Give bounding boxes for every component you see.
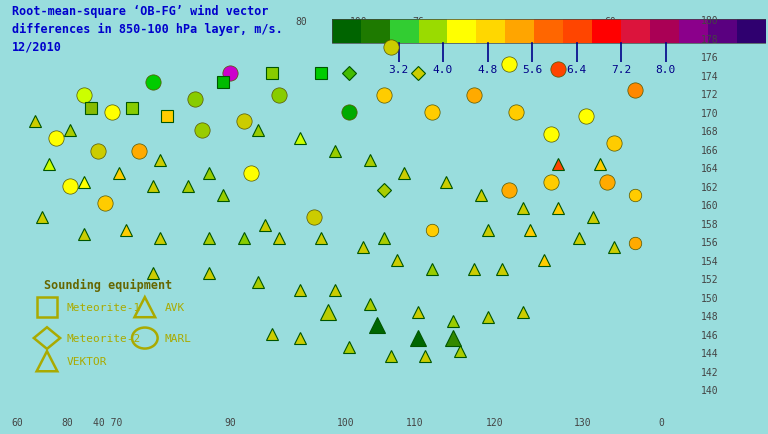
Text: 140: 140 [701,385,719,395]
Text: 6.4: 6.4 [567,65,587,75]
Text: Meteorite-1: Meteorite-1 [67,302,141,312]
Text: VEKTOR: VEKTOR [67,356,108,366]
Text: 100: 100 [336,418,354,427]
Text: Meteorite-2: Meteorite-2 [67,333,141,343]
Text: 150: 150 [701,293,719,303]
Text: 8.0: 8.0 [655,65,676,75]
Text: 148: 148 [701,312,719,322]
Text: 7.2: 7.2 [611,65,631,75]
Text: 40 70: 40 70 [94,418,123,427]
Bar [448,20,477,43]
Text: 154: 154 [701,256,719,266]
Text: 80: 80 [296,17,307,27]
Text: 120: 120 [486,418,504,427]
Text: Root-mean-square ‘OB-FG’ wind vector
differences in 850-100 hPa layer, m/s.
12/2: Root-mean-square ‘OB-FG’ wind vector dif… [12,4,283,53]
Text: 164: 164 [701,164,719,174]
Text: 144: 144 [701,349,719,358]
Text: 160: 160 [701,201,719,210]
Bar [563,20,593,43]
Text: 158: 158 [701,219,719,229]
Text: 178: 178 [701,35,719,45]
Text: Sounding equipment: Sounding equipment [45,278,172,291]
Bar [332,20,766,43]
Bar [708,20,737,43]
Bar [621,20,650,43]
Bar [37,297,58,318]
Bar [535,20,564,43]
Bar [679,20,708,43]
Bar [650,20,680,43]
Text: 3.2: 3.2 [389,65,409,75]
Text: 156: 156 [701,237,719,247]
Bar [737,20,766,43]
Bar [361,20,390,43]
Text: 80: 80 [61,418,74,427]
Text: 162: 162 [701,182,719,192]
Bar [389,20,419,43]
Text: 176: 176 [701,53,719,63]
Text: 110: 110 [406,418,424,427]
Text: 172: 172 [701,90,719,100]
Text: MARL: MARL [164,333,191,343]
Text: 152: 152 [701,275,719,284]
Bar [332,20,361,43]
Text: 170: 170 [701,108,719,118]
Text: 100: 100 [350,17,368,27]
Text: 4.8: 4.8 [478,65,498,75]
Text: 90: 90 [224,418,236,427]
Text: 180: 180 [701,16,719,26]
Text: 174: 174 [701,72,719,82]
Text: 146: 146 [701,330,719,340]
Text: 4.0: 4.0 [433,65,453,75]
Text: 60: 60 [12,418,23,427]
Text: 168: 168 [701,127,719,137]
Bar [505,20,535,43]
Text: 0: 0 [658,418,664,427]
Text: 5.6: 5.6 [522,65,542,75]
Text: 60
170: 60 170 [601,17,619,39]
Bar [419,20,448,43]
Bar [476,20,506,43]
Bar [592,20,621,43]
Text: 166: 166 [701,145,719,155]
Text: AVK: AVK [164,302,185,312]
Text: 142: 142 [701,367,719,377]
Text: 130: 130 [574,418,591,427]
Text: 76: 76 [412,17,424,27]
